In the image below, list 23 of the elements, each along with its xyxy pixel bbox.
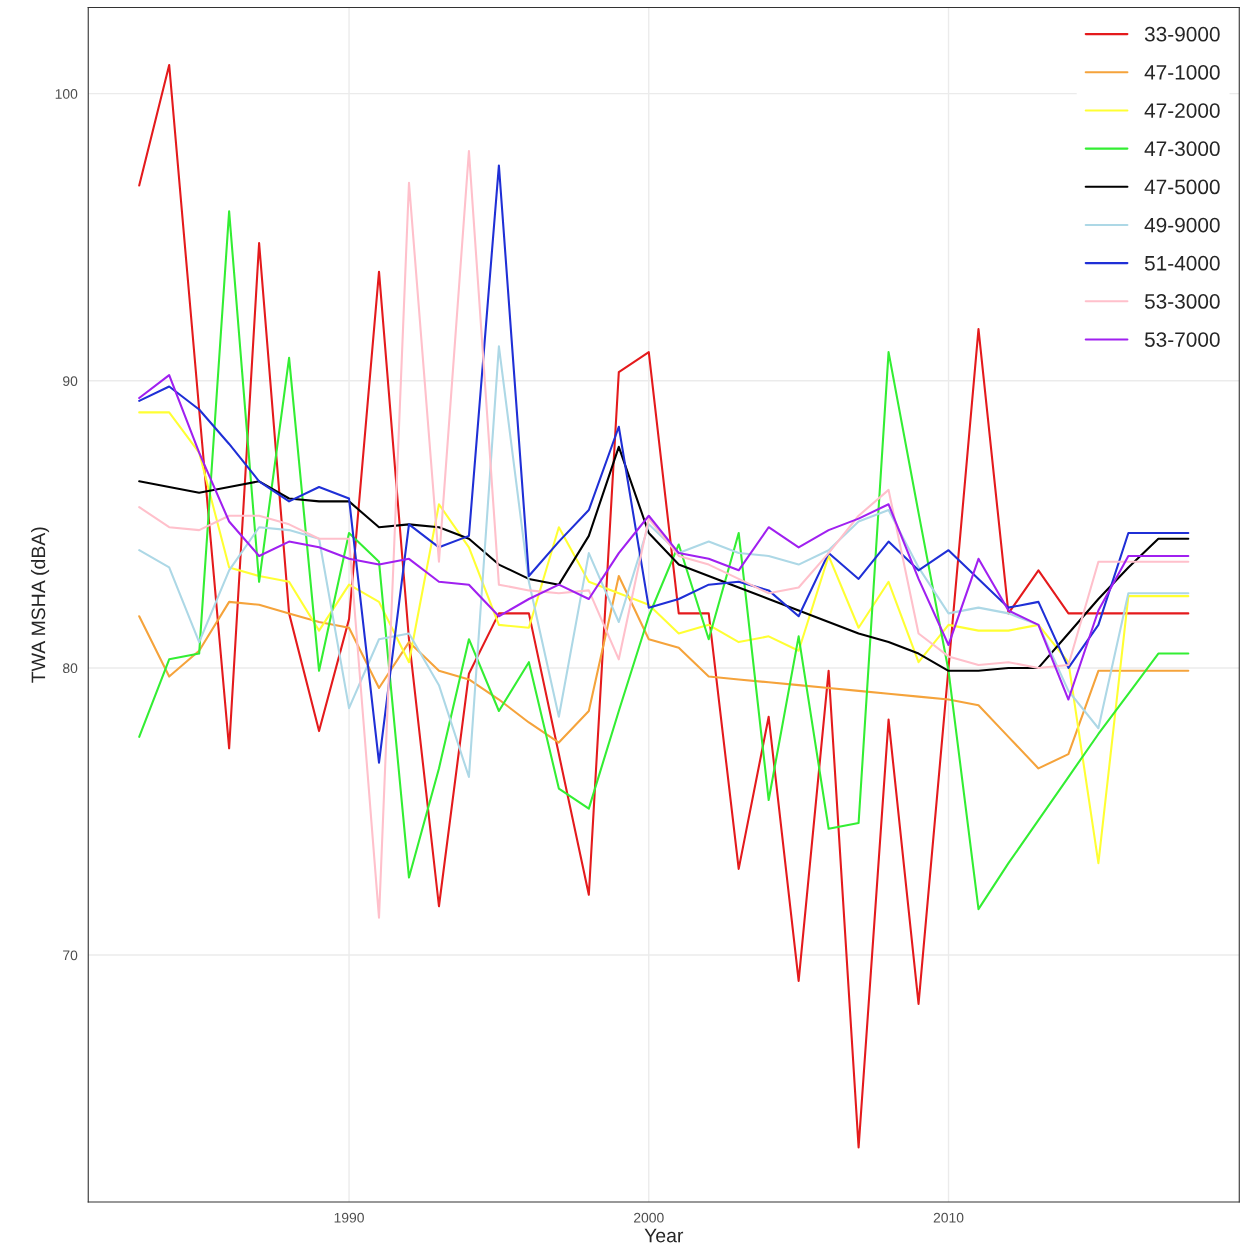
line-series	[138, 411, 1190, 865]
line-series	[138, 374, 1190, 701]
y-tick-label: 80	[62, 663, 78, 674]
x-tick-label: 1990	[334, 1212, 364, 1223]
legend-label: 47-1000	[1144, 65, 1220, 80]
legend-label: 47-3000	[1144, 141, 1220, 157]
legend-label: 47-2000	[1144, 103, 1220, 118]
legend-label: 33-9000	[1144, 26, 1220, 42]
y-tick-label: 100	[55, 89, 78, 99]
y-tick-label: 90	[63, 376, 78, 386]
legend-label: 49-9000	[1144, 217, 1220, 233]
legend-label: 51-4000	[1144, 255, 1220, 271]
legend-label: 53-7000	[1144, 332, 1220, 347]
line-series	[138, 575, 1190, 770]
y-tick-label: 70	[63, 950, 78, 961]
x-axis-title: Year	[644, 1228, 684, 1243]
line-series	[138, 345, 1190, 779]
x-tick-label: 2000	[634, 1212, 664, 1223]
line-series	[138, 445, 1190, 672]
x-tick-label: 2010	[933, 1212, 964, 1223]
legend-label: 53-3000	[1144, 294, 1220, 309]
legend-label: 47-5000	[1144, 179, 1220, 195]
y-axis-title: TWA MSHA (dBA)	[30, 527, 50, 683]
